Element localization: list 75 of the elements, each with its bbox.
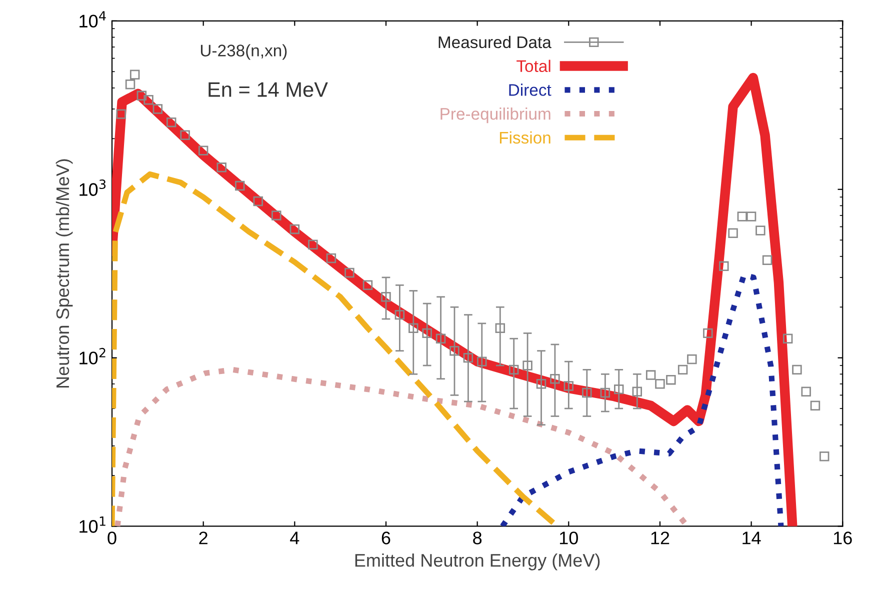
point [216, 162, 226, 172]
y-tick-label: 10$^{4}$ [80, 11, 106, 28]
point [450, 346, 460, 356]
point [792, 364, 802, 375]
x-tick-label: 16 [834, 532, 852, 544]
legend-label: Measured Data [438, 36, 552, 48]
point [522, 360, 532, 370]
x-tick-label: 8 [473, 532, 482, 544]
point [463, 352, 474, 363]
point [180, 130, 190, 140]
point [536, 379, 546, 389]
point [326, 253, 336, 264]
x-tick-label: 0 [108, 532, 116, 544]
point [408, 323, 418, 334]
point [582, 388, 592, 398]
point [782, 334, 793, 344]
point [290, 224, 300, 234]
x-tick-label: 4 [290, 532, 300, 544]
point [737, 212, 748, 222]
point [666, 374, 676, 385]
point [746, 212, 756, 222]
point [646, 370, 656, 380]
y-axis-title: Neutron Spectrum (mb/MeV) [56, 159, 73, 388]
point [655, 379, 665, 389]
y-tick-label: 10$^{2}$ [80, 348, 106, 364]
annotation: U-238(n,xn) [200, 44, 287, 60]
point [632, 386, 642, 396]
point [166, 117, 176, 128]
point [235, 180, 245, 191]
annotation: En = 14 MeV [208, 82, 328, 97]
point [801, 386, 811, 396]
point [678, 364, 688, 375]
x-tick-label: 10 [560, 532, 578, 544]
point [308, 240, 318, 250]
point [144, 94, 154, 105]
point [136, 90, 147, 101]
point [272, 210, 282, 220]
point [719, 261, 729, 272]
point [436, 334, 446, 344]
point [495, 323, 506, 334]
point [614, 384, 624, 394]
point [703, 328, 713, 338]
point [198, 146, 208, 156]
point [422, 328, 432, 338]
legend-label: Pre-equilibrium [440, 108, 550, 124]
point [728, 228, 738, 238]
point [550, 374, 560, 384]
legend-label: Direct [509, 84, 552, 96]
x-tick-label: 2 [199, 532, 208, 544]
x-axis-title: Emitted Neutron Energy (MeV) [355, 553, 600, 570]
point [762, 255, 772, 266]
point [130, 70, 140, 80]
x-tick-label: 6 [382, 532, 390, 544]
point [116, 109, 126, 119]
point [756, 226, 766, 236]
legend-label: Fission [500, 131, 550, 144]
x-tick-label: 12 [651, 532, 670, 544]
point [381, 292, 391, 302]
point [820, 451, 830, 462]
point [362, 280, 373, 290]
point [253, 196, 263, 206]
point [394, 310, 405, 320]
x-tick-label: 14 [742, 532, 761, 544]
legend-label: Total [516, 60, 550, 72]
point [810, 400, 820, 410]
point [564, 381, 574, 391]
point [477, 356, 487, 366]
point [508, 364, 519, 375]
y-tick-label: 10$^{1}$ [80, 516, 106, 533]
y-tick-label: 10$^{3}$ [80, 179, 106, 196]
point [687, 354, 697, 364]
point [125, 80, 136, 90]
point [344, 268, 354, 278]
point [600, 388, 610, 398]
point [152, 104, 163, 114]
